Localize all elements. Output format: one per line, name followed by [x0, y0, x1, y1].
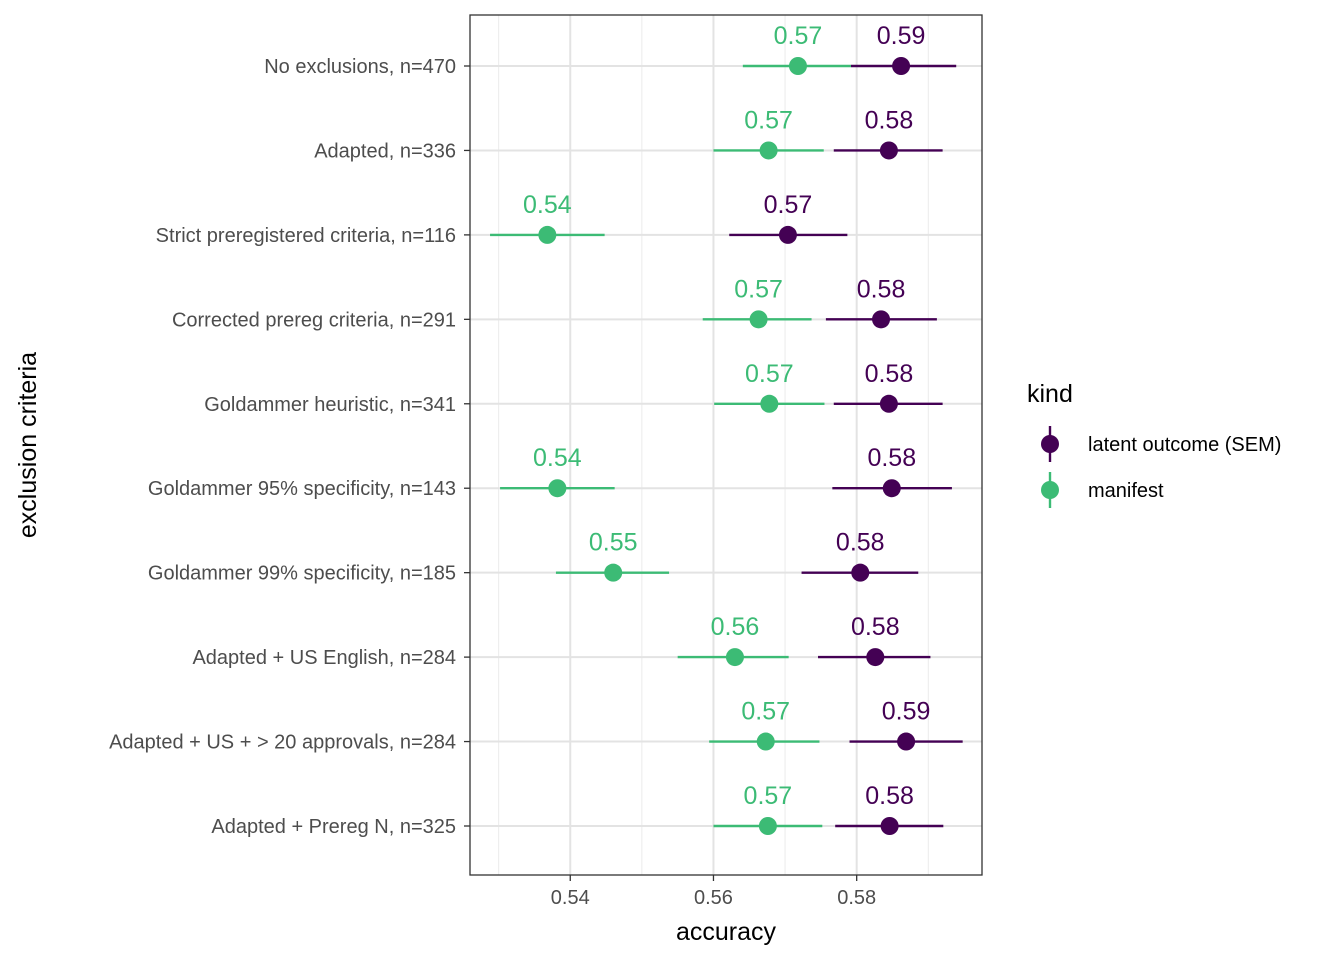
data-point	[760, 394, 779, 413]
data-point	[879, 394, 898, 413]
data-labels: 0.59 0.58 0.57 0.58 0.58 0.58 0.58 0.58 0.59 0.58…	[523, 22, 930, 810]
data-point	[897, 732, 916, 751]
x-axis: 0.54 0.56 0.58	[551, 875, 876, 909]
data-point	[778, 225, 797, 244]
data-label: 0.56	[711, 613, 760, 641]
data-label: 0.57	[741, 698, 790, 726]
data-point	[749, 310, 768, 329]
y-tick-label: Adapted + US English, n=284	[192, 647, 456, 669]
plot-panel-border	[469, 14, 983, 876]
legend-label: latent outcome (SEM)	[1088, 434, 1281, 456]
y-tick-label: Goldammer heuristic, n=341	[204, 394, 456, 416]
x-axis-title: accuracy	[676, 918, 777, 946]
x-tick-label: 0.56	[694, 887, 733, 909]
data-point	[758, 817, 777, 835]
data-label: 0.57	[745, 360, 794, 388]
data-label: 0.57	[734, 275, 783, 303]
data-label: 0.58	[865, 782, 914, 810]
data-label: 0.57	[774, 22, 823, 50]
data-point	[879, 141, 898, 160]
points	[538, 57, 916, 835]
data-label: 0.58	[865, 106, 914, 134]
data-point	[880, 817, 899, 835]
grid-minor	[498, 15, 929, 875]
data-label: 0.58	[857, 275, 906, 303]
data-label: 0.54	[533, 444, 582, 472]
legend-key-point	[1041, 435, 1059, 453]
y-tick-label: Adapted + US + > 20 approvals, n=284	[109, 732, 456, 754]
data-point	[892, 57, 911, 75]
data-point	[882, 479, 901, 498]
y-tick-label: Corrected prereg criteria, n=291	[172, 309, 456, 331]
data-label: 0.58	[836, 529, 885, 557]
legend-key-point	[1041, 481, 1059, 499]
y-axis: No exclusions, n=470 Adapted, n=336 Strict…	[109, 56, 470, 838]
data-label: 0.57	[744, 782, 793, 810]
y-tick-label: Goldammer 95% specificity, n=143	[148, 478, 456, 500]
data-point	[756, 732, 775, 751]
data-label: 0.58	[851, 613, 900, 641]
data-label: 0.55	[589, 529, 638, 557]
data-point	[604, 563, 623, 582]
y-tick-label: Goldammer 99% specificity, n=185	[148, 563, 456, 585]
data-point	[788, 57, 807, 75]
data-point	[725, 648, 744, 667]
data-point	[548, 479, 567, 498]
y-tick-label: Adapted + Prereg N, n=325	[211, 816, 456, 838]
legend-label: manifest	[1088, 480, 1164, 502]
data-point	[851, 563, 870, 582]
x-tick-label: 0.54	[551, 887, 590, 909]
data-point	[872, 310, 891, 329]
data-label: 0.57	[744, 106, 793, 134]
legend-key	[1041, 472, 1059, 508]
y-tick-label: No exclusions, n=470	[264, 56, 456, 78]
y-axis-title: exclusion criteria	[14, 352, 42, 538]
data-label: 0.54	[523, 191, 572, 219]
data-label: 0.58	[867, 444, 916, 472]
x-tick-label: 0.58	[837, 887, 876, 909]
y-tick-label: Adapted, n=336	[314, 140, 456, 162]
data-label: 0.59	[882, 698, 931, 726]
data-point	[538, 225, 557, 244]
data-label: 0.58	[865, 360, 914, 388]
data-point	[866, 648, 885, 667]
plot-background	[470, 15, 982, 875]
legend-title: kind	[1027, 380, 1073, 408]
data-label: 0.57	[764, 191, 813, 219]
legend: kind latent outcome (SEM) manifest	[1027, 380, 1281, 508]
y-tick-label: Strict preregistered criteria, n=116	[156, 225, 456, 247]
legend-key	[1041, 426, 1059, 462]
data-label: 0.59	[877, 22, 926, 50]
data-point	[759, 141, 778, 160]
